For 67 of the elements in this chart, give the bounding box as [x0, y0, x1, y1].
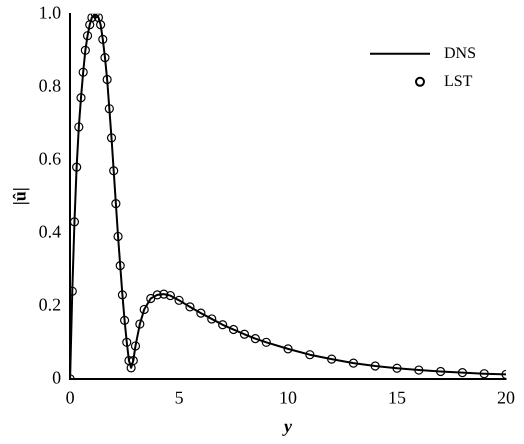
point: [109, 166, 118, 176]
point: [87, 14, 96, 22]
x-tick-label: 20: [497, 387, 515, 408]
y-tick-label: 0.6: [38, 148, 62, 169]
y-tick-label: 0.8: [38, 76, 62, 96]
point: [436, 366, 446, 376]
point: [94, 14, 104, 22]
y-tick-label: 0: [52, 368, 62, 388]
point: [122, 338, 132, 347]
y-tick-label: 1.0: [38, 2, 62, 23]
legend-label: DNS: [444, 45, 476, 62]
point: [82, 31, 92, 40]
point: [185, 302, 195, 312]
point: [370, 361, 380, 371]
point: [120, 316, 130, 325]
y-tick-label: 0.2: [38, 294, 62, 315]
point: [392, 364, 402, 373]
point: [96, 20, 106, 30]
point: [85, 20, 94, 30]
point: [262, 338, 271, 347]
x-tick-label: 5: [174, 387, 184, 408]
point: [135, 319, 144, 329]
point: [152, 290, 162, 300]
x-tick-label: 0: [66, 387, 75, 408]
point: [146, 294, 156, 304]
point: [102, 74, 112, 84]
point: [126, 363, 136, 372]
x-tick-label: 15: [388, 387, 406, 408]
point: [348, 358, 358, 368]
x-axis-title: y: [282, 416, 294, 436]
point: [130, 341, 140, 351]
point: [78, 68, 88, 77]
point: [458, 368, 468, 378]
point: [98, 34, 108, 44]
y-tick-label: 0.4: [38, 222, 62, 242]
point: [305, 350, 314, 360]
point: [140, 304, 149, 314]
point: [196, 308, 206, 318]
y-axis-title: |û|: [9, 187, 30, 206]
point: [80, 46, 90, 55]
point: [113, 232, 123, 242]
point: [283, 344, 293, 354]
point: [128, 356, 138, 366]
point: [76, 93, 86, 102]
point: [218, 320, 228, 330]
legend-label: LST: [444, 73, 473, 90]
point: [250, 334, 260, 344]
point: [228, 324, 238, 334]
point: [207, 314, 216, 324]
point: [72, 162, 82, 172]
point: [159, 290, 168, 299]
point: [106, 133, 116, 142]
point: [116, 261, 125, 270]
point: [104, 104, 114, 114]
point: [174, 296, 184, 305]
point: [118, 290, 128, 300]
point: [480, 369, 489, 378]
point: [111, 199, 120, 208]
point: [327, 354, 336, 364]
point: [240, 330, 250, 339]
point: [414, 365, 424, 375]
point: [74, 122, 84, 132]
x-tick-label: 10: [279, 387, 298, 408]
point: [100, 53, 110, 62]
point: [166, 290, 175, 300]
point: [70, 217, 80, 226]
point: [124, 356, 134, 366]
